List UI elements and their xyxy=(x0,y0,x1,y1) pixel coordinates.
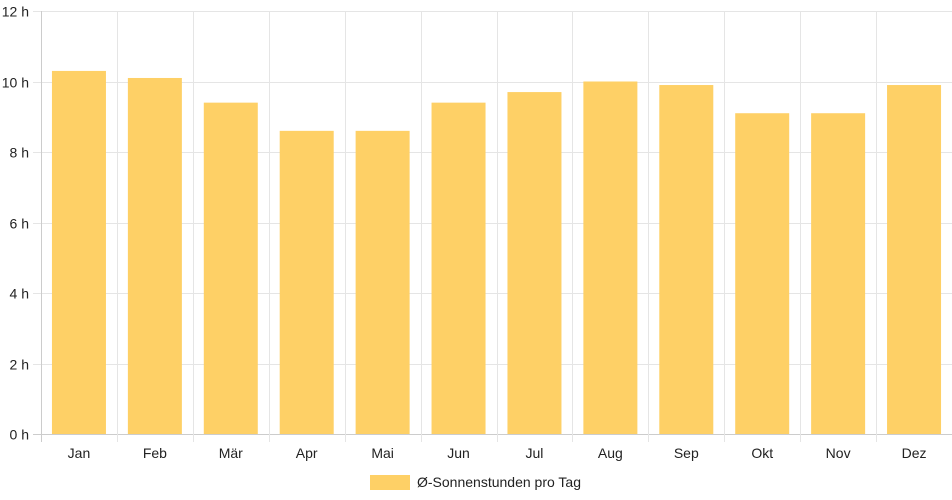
x-tick-label: Okt xyxy=(751,445,773,461)
bar-mär[interactable] xyxy=(203,102,258,435)
legend-swatch xyxy=(370,475,410,490)
x-tick-label: Dez xyxy=(902,445,927,461)
y-tick-label: 6 h xyxy=(10,216,29,232)
bar-jun[interactable] xyxy=(431,102,486,435)
y-axis-ticks: 0 h 2 h 4 h 6 h 8 h 10 h 12 h xyxy=(2,4,29,443)
x-tick-label: Nov xyxy=(826,445,851,461)
x-tick-label: Aug xyxy=(598,445,623,461)
bar-aug[interactable] xyxy=(583,81,638,435)
x-tick-label: Mai xyxy=(371,445,394,461)
x-tick-label: Apr xyxy=(296,445,318,461)
y-tick-label: 4 h xyxy=(10,286,29,302)
bar-dez[interactable] xyxy=(887,85,942,435)
x-tick-label: Jan xyxy=(68,445,91,461)
grid-lines xyxy=(33,11,952,442)
y-tick-label: 10 h xyxy=(2,75,29,91)
y-tick-label: 12 h xyxy=(2,4,29,20)
x-axis-ticks: Jan Feb Mär Apr Mai Jun Jul Aug Sep Okt Nov Dez xyxy=(68,445,927,461)
bar-sep[interactable] xyxy=(659,85,714,435)
x-tick-label: Jul xyxy=(526,445,544,461)
bar-apr[interactable] xyxy=(279,130,334,434)
bars xyxy=(51,70,942,435)
bar-jan[interactable] xyxy=(51,70,106,435)
x-tick-label: Jun xyxy=(447,445,470,461)
bar-jul[interactable] xyxy=(507,92,562,434)
bar-okt[interactable] xyxy=(735,113,790,434)
bar-mai[interactable] xyxy=(355,130,410,434)
bar-feb[interactable] xyxy=(127,77,182,434)
x-tick-label: Sep xyxy=(674,445,699,461)
x-tick-label: Feb xyxy=(143,445,167,461)
x-tick-label: Mär xyxy=(219,445,243,461)
bar-nov[interactable] xyxy=(811,113,866,434)
legend-label-sunshine: Ø-Sonnenstunden pro Tag xyxy=(417,474,581,490)
y-tick-label: 8 h xyxy=(10,145,29,161)
y-tick-label: 2 h xyxy=(10,357,29,373)
y-tick-label: 0 h xyxy=(10,427,29,443)
legend[interactable]: Ø-Sonnenstunden pro Tag xyxy=(370,474,581,490)
